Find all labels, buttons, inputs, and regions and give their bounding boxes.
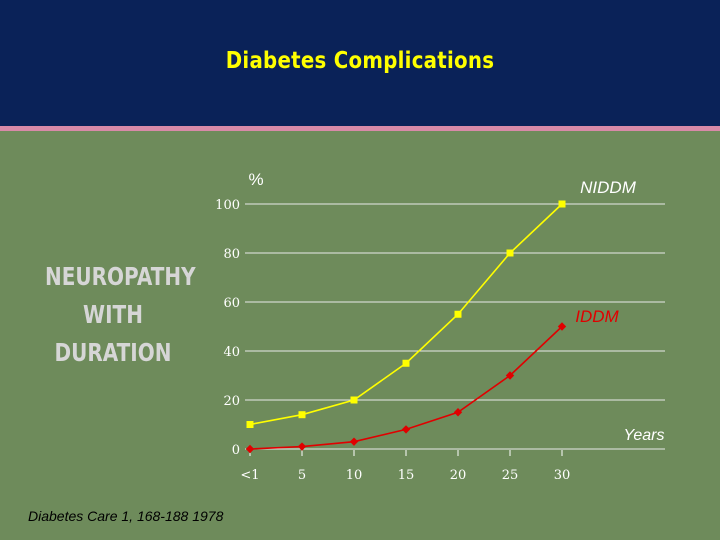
x-tick-label-5: 25 (502, 468, 519, 483)
point-niddm-1 (298, 411, 306, 419)
x-tick-label-4: 20 (450, 468, 467, 483)
series-label-iddm: IDDM (575, 307, 619, 326)
side-label-line-3: DURATION (54, 338, 172, 367)
point-iddm-0 (245, 444, 255, 454)
x-tick-label-0: <1 (240, 468, 259, 483)
citation: Diabetes Care 1, 168-188 1978 (28, 508, 224, 524)
y-tick-label-80: 80 (223, 247, 240, 262)
point-iddm-5 (505, 371, 515, 380)
y-tick-label-60: 60 (223, 296, 240, 311)
slide-title: Diabetes Complications (225, 48, 495, 74)
header-divider (0, 126, 720, 131)
x-axis-label: Years (624, 427, 665, 444)
x-tick-label-2: 10 (346, 468, 363, 483)
x-tick-label-6: 30 (554, 468, 571, 483)
point-iddm-3 (401, 425, 411, 434)
header-band (0, 0, 720, 126)
point-iddm-2 (349, 437, 359, 446)
y-tick-label-40: 40 (223, 345, 240, 360)
point-niddm-6 (558, 200, 566, 208)
point-niddm-5 (506, 249, 514, 257)
point-niddm-2 (350, 396, 358, 404)
side-label-line-2: WITH (83, 300, 143, 329)
x-tick-label-1: 5 (298, 468, 306, 483)
x-tick-label-3: 15 (398, 468, 415, 483)
point-iddm-1 (297, 442, 307, 451)
y-tick-label-20: 20 (223, 394, 240, 409)
point-niddm-0 (246, 421, 254, 428)
y-tick-label-100: 100 (215, 198, 240, 213)
y-tick-label-0: 0 (232, 443, 240, 458)
point-iddm-6 (557, 322, 567, 331)
point-niddm-4 (454, 310, 462, 318)
side-label: NEUROPATHY WITH DURATION (45, 258, 196, 372)
side-label-line-1: NEUROPATHY (45, 262, 196, 291)
series-line-niddm (249, 203, 563, 426)
point-iddm-4 (453, 408, 463, 417)
series-label-niddm: NIDDM (580, 178, 637, 197)
y-axis-label: % (248, 170, 263, 189)
point-niddm-3 (402, 359, 410, 367)
